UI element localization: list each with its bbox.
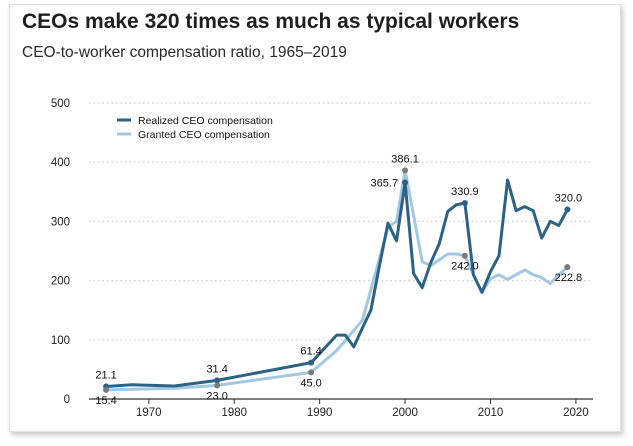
data-label: 15.4: [95, 395, 116, 407]
y-tick-label: 100: [51, 335, 70, 347]
axes: 0 100 200 300 400 500 1970 1980 1990 2000 2010 2020: [51, 98, 593, 419]
data-label: 21.1: [95, 370, 116, 382]
marker-granted: [214, 382, 221, 389]
series-lines: [104, 168, 569, 392]
x-tick-label: 1970: [136, 407, 162, 419]
data-label: 365.7: [371, 178, 399, 190]
y-tick-label: 400: [51, 157, 70, 169]
y-tick-label: 0: [64, 394, 70, 406]
data-label: 330.9: [451, 186, 479, 198]
chart-title: CEOs make 320 times as much as typical w…: [22, 10, 520, 33]
data-label: 222.8: [555, 272, 583, 284]
legend-label: Granted CEO compensation: [138, 129, 270, 141]
x-tick-label: 2000: [392, 407, 418, 419]
marker-granted: [103, 386, 110, 393]
x-tick-label: 1990: [307, 407, 333, 419]
y-tick-label: 200: [51, 276, 70, 288]
point-markers: [103, 167, 571, 393]
marker-realized: [564, 206, 571, 213]
data-label: 45.0: [300, 377, 321, 389]
series-line-realized: [104, 178, 569, 388]
y-tick-label: 300: [51, 216, 70, 228]
data-label: 31.4: [206, 363, 227, 375]
data-label: 320.0: [555, 193, 583, 205]
legend: Realized CEO compensation Granted CEO com…: [117, 115, 273, 141]
marker-realized: [214, 377, 221, 384]
marker-granted: [461, 252, 468, 259]
x-tick-label: 2020: [563, 407, 589, 419]
marker-realized: [308, 359, 315, 366]
data-label: 242.0: [451, 261, 479, 273]
data-label: 23.0: [206, 390, 227, 402]
data-label: 61.4: [300, 346, 321, 358]
marker-granted: [564, 264, 571, 271]
x-tick-label: 1980: [221, 407, 247, 419]
marker-realized: [461, 200, 468, 207]
x-tick-label: 2010: [478, 407, 504, 419]
series-line-granted: [104, 168, 569, 392]
legend-label: Realized CEO compensation: [138, 115, 273, 127]
gridlines: [89, 102, 593, 341]
chart-subtitle: CEO-to-worker compensation ratio, 1965–2…: [22, 44, 347, 61]
marker-granted: [402, 167, 409, 174]
data-label: 386.1: [391, 153, 419, 165]
y-tick-label: 500: [51, 98, 70, 110]
marker-realized: [402, 179, 409, 186]
marker-granted: [308, 369, 315, 376]
data-labels: 21.1 15.4 31.4 23.0 61.4 45.0 365.7 386.1 330.9 2…: [95, 153, 582, 406]
